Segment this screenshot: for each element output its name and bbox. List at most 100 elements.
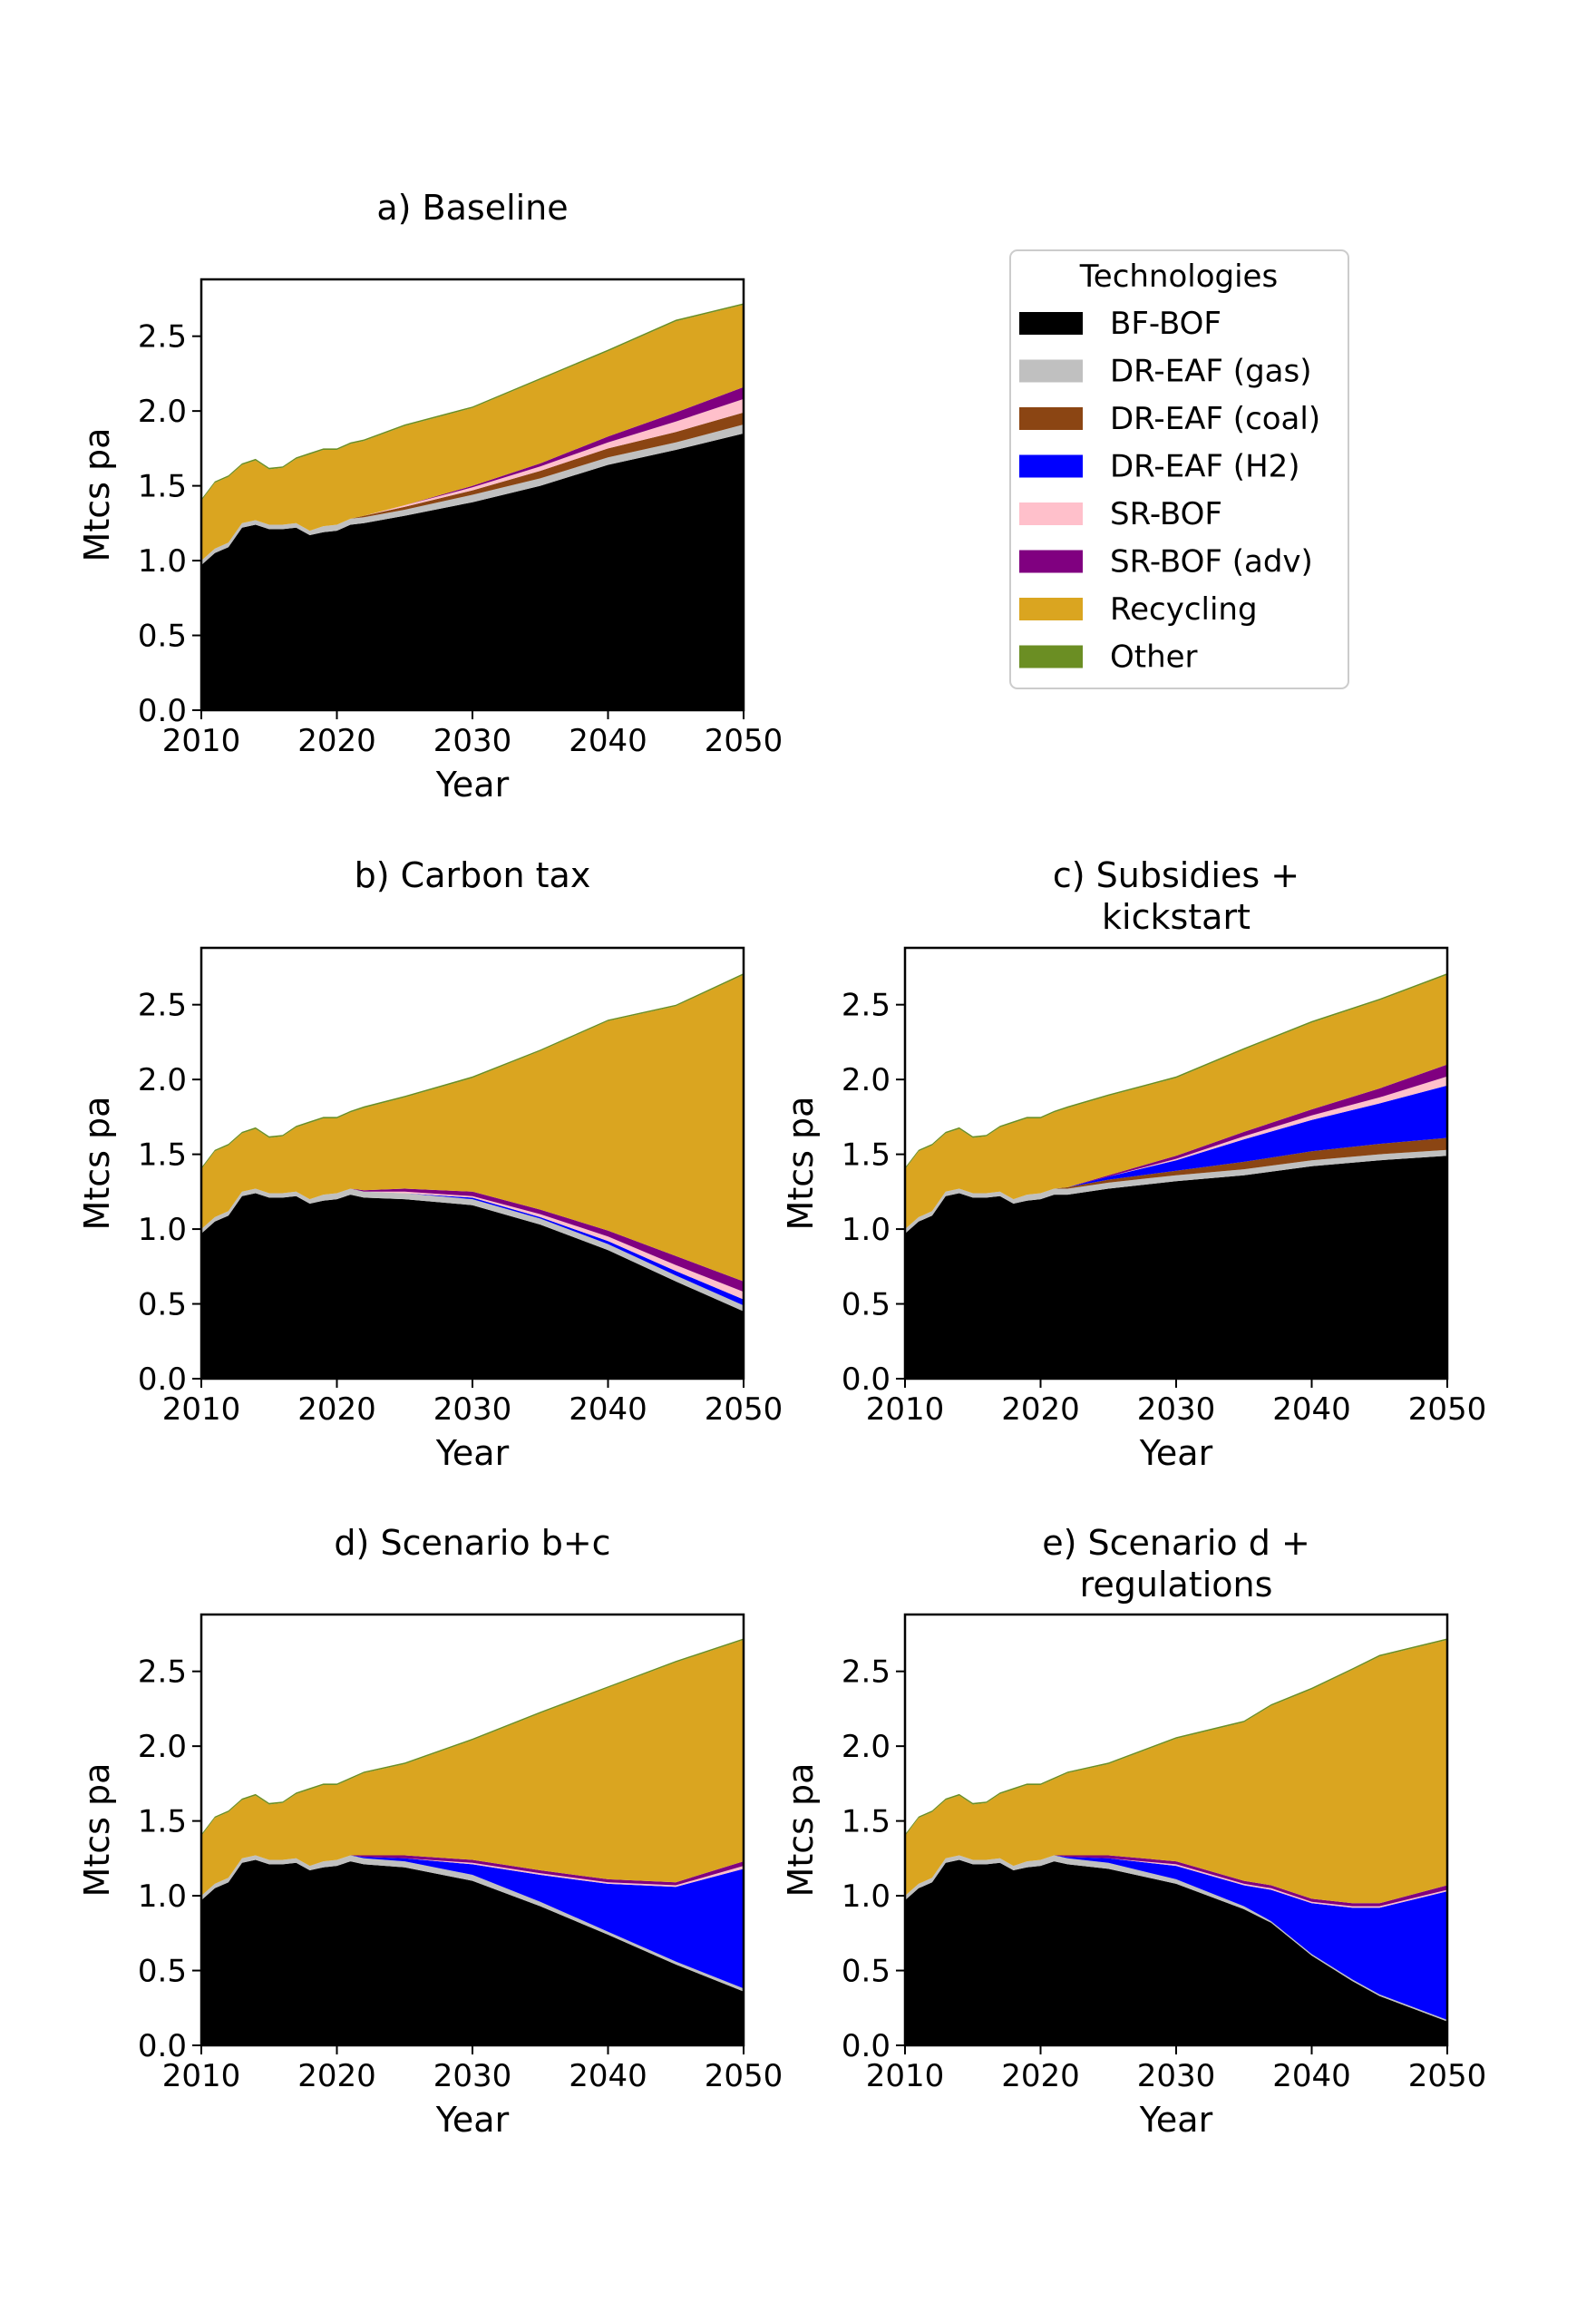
y-tick-label: 2.0 [842, 1729, 890, 1765]
y-tick-label: 2.5 [842, 1654, 890, 1691]
legend-label: DR-EAF (coal) [1110, 401, 1320, 437]
area-dr-eaf-coal [201, 412, 744, 561]
legend-label: BF-BOF [1110, 306, 1221, 342]
area-bf-bof [201, 1859, 744, 2045]
legend-swatch [1019, 312, 1083, 335]
y-tick-label: 0.0 [842, 2028, 890, 2064]
x-tick-label: 2010 [866, 1391, 945, 1428]
area-dr-eaf-h2 [905, 1855, 1447, 2020]
area-bf-bof [201, 433, 744, 710]
legend-swatch [1019, 454, 1083, 478]
y-tick-label: 0.5 [842, 1287, 890, 1323]
panel-e: e) Scenario d + regulations 2010 2020 2030 2… [781, 1523, 1486, 2140]
y-tick-label: 1.5 [842, 1137, 890, 1174]
x-axis-label: Year [435, 2100, 510, 2140]
y-tick-label: 2.0 [138, 1062, 187, 1098]
x-tick-label: 2040 [1272, 2058, 1351, 2094]
y-tick-label: 1.5 [138, 469, 187, 505]
area-other [905, 973, 1447, 1170]
y-tick-label: 2.0 [842, 1062, 890, 1098]
y-tick-label: 1.0 [842, 1212, 890, 1248]
y-tick-label: 0.0 [842, 1361, 890, 1398]
x-tick-label: 2020 [297, 2058, 376, 2094]
y-tick-label: 0.0 [138, 2028, 187, 2064]
legend-title: Technologies [1079, 259, 1278, 295]
legend-frame [1009, 249, 1349, 689]
y-tick-label: 2.5 [138, 988, 187, 1024]
x-tick-label: 2050 [705, 2058, 783, 2094]
y-tick-label: 0.5 [138, 1954, 187, 1990]
area-recycling [905, 1640, 1447, 1904]
x-tick-label: 2050 [1408, 2058, 1487, 2094]
panel-a: a) Baseline 2010 2020 2030 2040 2050 0.0 0.5 1.… [77, 188, 783, 805]
x-tick-label: 2030 [433, 2058, 512, 2094]
panel-title: a) Baseline [376, 188, 568, 228]
area-bf-bof [905, 1156, 1447, 1379]
legend: Technologies BF-BOF DR-EAF (gas) DR-EAF (c… [1009, 249, 1349, 689]
area-sr-bof [201, 1855, 744, 1897]
x-tick-label: 2030 [1137, 1391, 1216, 1428]
y-tick-label: 2.5 [138, 1654, 187, 1691]
area-bf-bof [201, 1193, 744, 1379]
area-bf-bof [905, 1859, 1447, 2045]
legend-label: SR-BOF [1110, 496, 1222, 532]
y-tick-label: 0.0 [138, 693, 187, 729]
y-axis-label: Mtcs pa [781, 1097, 821, 1231]
x-tick-label: 2010 [162, 1391, 241, 1428]
legend-entries: BF-BOF DR-EAF (gas) DR-EAF (coal) DR-EAF (H… [1019, 306, 1320, 676]
x-tick-label: 2010 [162, 2058, 241, 2094]
x-tick-label: 2040 [1272, 1391, 1351, 1428]
x-axis-label: Year [435, 765, 510, 805]
area-recycling [905, 974, 1447, 1230]
y-tick-label: 1.0 [842, 1878, 890, 1915]
y-tick-label: 1.5 [138, 1137, 187, 1174]
legend-swatch [1019, 407, 1083, 430]
x-tick-label: 2050 [705, 723, 783, 759]
y-axis-label: Mtcs pa [77, 428, 117, 562]
panel-d: d) Scenario b+c 2010 2020 2030 2040 2050 0.0 0… [77, 1523, 783, 2140]
area-sr-bof-adv [905, 1855, 1447, 1907]
x-tick-label: 2020 [1001, 2058, 1080, 2094]
legend-label: Other [1110, 639, 1198, 676]
legend-swatch [1019, 359, 1083, 383]
x-tick-label: 2020 [297, 1391, 376, 1428]
y-tick-label: 2.5 [138, 319, 187, 356]
area-other [905, 1638, 1447, 1837]
legend-label: SR-BOF (adv) [1110, 544, 1313, 580]
area-sr-bof [905, 1855, 1447, 1908]
area-dr-eaf-h2 [201, 1855, 744, 1989]
x-tick-label: 2040 [569, 2058, 647, 2094]
x-tick-label: 2040 [569, 1391, 647, 1428]
y-tick-label: 0.5 [138, 1287, 187, 1323]
area-recycling [201, 305, 744, 561]
y-tick-label: 1.0 [138, 543, 187, 580]
x-tick-label: 2040 [569, 723, 647, 759]
area-recycling [201, 974, 744, 1282]
y-tick-label: 2.5 [842, 988, 890, 1024]
legend-label: Recycling [1110, 591, 1258, 628]
x-axis-label: Year [435, 1433, 510, 1473]
legend-swatch [1019, 598, 1083, 620]
legend-label: DR-EAF (H2) [1110, 449, 1300, 485]
y-tick-label: 1.0 [138, 1878, 187, 1915]
y-axis-label: Mtcs pa [77, 1763, 117, 1898]
panel-title: d) Scenario b+c [334, 1523, 610, 1563]
x-tick-label: 2010 [162, 723, 241, 759]
y-tick-label: 2.0 [138, 1729, 187, 1765]
x-tick-label: 2020 [297, 723, 376, 759]
y-tick-label: 0.0 [138, 1361, 187, 1398]
x-tick-label: 2030 [433, 1391, 512, 1428]
x-axis-label: Year [1139, 1433, 1213, 1473]
x-tick-label: 2050 [1408, 1391, 1487, 1428]
y-tick-label: 0.5 [842, 1954, 890, 1990]
area-dr-eaf-h2 [905, 1085, 1447, 1230]
y-tick-label: 0.5 [138, 619, 187, 655]
legend-swatch [1019, 502, 1083, 525]
legend-swatch [1019, 645, 1083, 668]
y-tick-label: 1.5 [138, 1804, 187, 1840]
x-axis-label: Year [1139, 2100, 1213, 2140]
y-tick-label: 1.5 [842, 1804, 890, 1840]
panel-b: b) Carbon tax 2010 2020 2030 2040 2050 0.0 0.5… [77, 855, 783, 1473]
panel-title: b) Carbon tax [355, 855, 591, 895]
